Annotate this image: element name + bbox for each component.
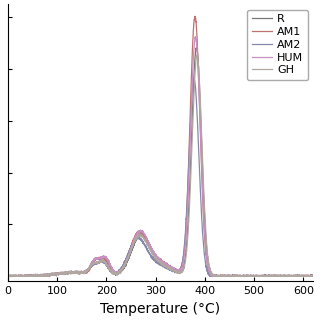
AM2: [136, 237, 140, 241]
Line: HUM: HUM: [8, 36, 313, 276]
AM2: [6, 274, 10, 278]
GH: [195, 53, 199, 57]
HUM: [311, 274, 315, 278]
AM2: [6, 274, 10, 278]
HUM: [273, 274, 276, 278]
AM1: [6, 274, 10, 278]
HUM: [6, 273, 10, 277]
R: [136, 235, 140, 238]
AM2: [59, 272, 63, 276]
Line: R: R: [8, 47, 313, 276]
Line: AM1: AM1: [8, 16, 313, 276]
R: [123, 264, 127, 268]
AM1: [41, 274, 44, 277]
Legend: R, AM1, AM2, HUM, GH: R, AM1, AM2, HUM, GH: [247, 10, 308, 80]
Line: AM2: AM2: [8, 78, 313, 276]
GH: [311, 274, 315, 278]
R: [273, 274, 276, 277]
AM1: [193, 14, 197, 18]
R: [6, 274, 10, 278]
R: [6, 274, 10, 278]
R: [41, 273, 44, 277]
X-axis label: Temperature (°C): Temperature (°C): [100, 302, 220, 316]
AM1: [306, 274, 309, 278]
HUM: [136, 230, 140, 234]
Line: GH: GH: [8, 55, 313, 276]
AM1: [123, 260, 127, 264]
R: [311, 274, 315, 278]
AM2: [273, 273, 276, 277]
HUM: [59, 271, 63, 275]
GH: [136, 233, 140, 237]
AM1: [136, 231, 140, 235]
AM2: [306, 274, 309, 278]
HUM: [194, 35, 197, 38]
AM1: [311, 274, 315, 278]
AM1: [6, 274, 10, 278]
GH: [6, 274, 10, 278]
AM2: [123, 259, 127, 263]
R: [59, 272, 63, 276]
AM2: [41, 274, 44, 278]
R: [306, 274, 309, 278]
GH: [59, 271, 63, 275]
GH: [41, 273, 44, 277]
R: [195, 45, 199, 49]
AM1: [273, 274, 276, 278]
HUM: [306, 274, 309, 278]
HUM: [6, 274, 10, 278]
HUM: [123, 263, 127, 267]
GH: [273, 274, 276, 278]
GH: [306, 274, 309, 278]
AM1: [59, 271, 63, 275]
AM2: [311, 274, 315, 278]
AM2: [192, 76, 196, 80]
HUM: [41, 273, 44, 276]
GH: [123, 263, 127, 267]
